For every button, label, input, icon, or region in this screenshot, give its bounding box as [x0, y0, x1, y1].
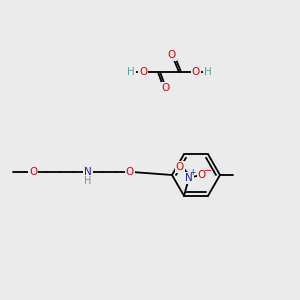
Text: H: H [204, 67, 212, 77]
Text: N: N [84, 167, 92, 177]
Text: O: O [139, 67, 147, 77]
Text: O: O [162, 83, 170, 93]
Text: O: O [198, 170, 206, 180]
Text: H: H [127, 67, 135, 77]
Text: +: + [189, 168, 195, 177]
Text: O: O [29, 167, 37, 177]
Text: H: H [84, 176, 92, 186]
Text: O: O [126, 167, 134, 177]
Text: O: O [192, 67, 200, 77]
Text: N: N [185, 173, 193, 183]
Text: O: O [168, 50, 176, 60]
Text: O: O [176, 162, 184, 172]
Text: −: − [204, 166, 212, 176]
